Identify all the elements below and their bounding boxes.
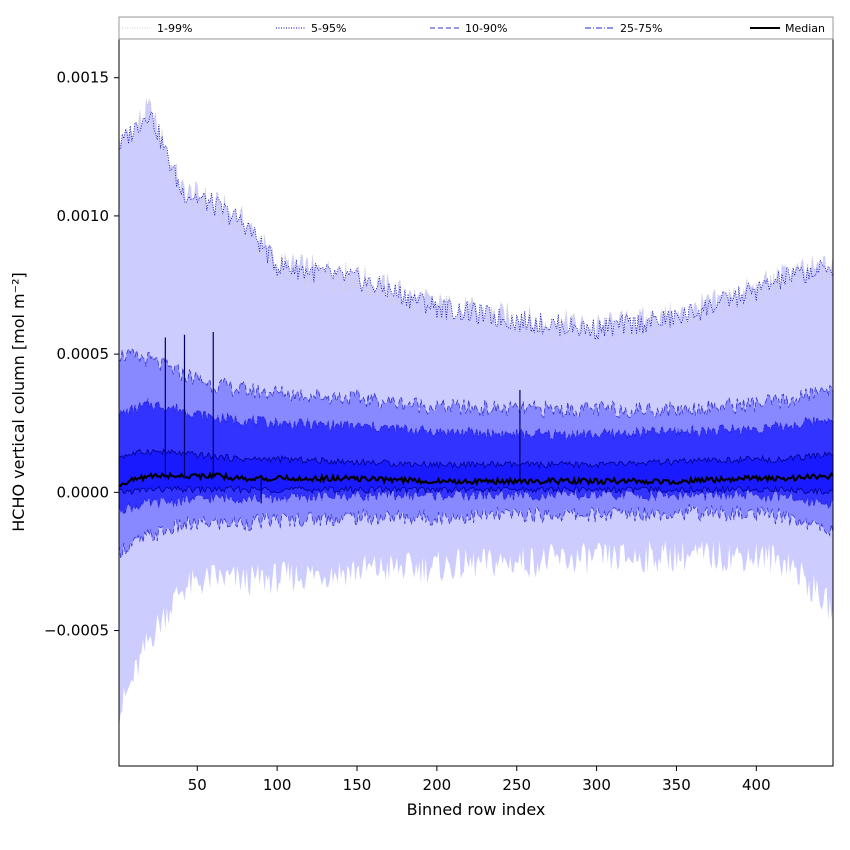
upper-line-3 — [118, 397, 834, 441]
median-line — [118, 471, 834, 488]
legend-label: 5-95% — [311, 22, 346, 35]
y-tick-label: 0.0000 — [57, 483, 110, 501]
x-tick-label: 50 — [188, 776, 207, 794]
x-tick-label: 300 — [582, 776, 611, 794]
x-tick-label: 250 — [502, 776, 531, 794]
upper-line-4 — [118, 448, 834, 470]
y-tick-label: −0.0005 — [44, 622, 109, 640]
x-tick-label: 350 — [662, 776, 691, 794]
upper-line-1 — [118, 111, 834, 341]
x-axis-label: Binned row index — [407, 800, 546, 819]
x-tick-label: 150 — [343, 776, 372, 794]
percentile-lines — [118, 97, 834, 558]
legend-items: 1-99% 5-95% 10-90% 25-75% Median — [122, 22, 825, 35]
y-axis-label: HCHO vertical column [mol m⁻²] — [9, 272, 28, 531]
legend-label: Median — [785, 22, 825, 35]
legend-label: 25-75% — [620, 22, 662, 35]
legend-label: 10-90% — [465, 22, 507, 35]
x-tick-label: 200 — [423, 776, 452, 794]
legend-label: 1-99% — [157, 22, 192, 35]
lower-line-4 — [118, 484, 834, 496]
percentile-bands — [119, 98, 833, 728]
legend: 1-99% 5-95% 10-90% 25-75% Median — [118, 16, 834, 40]
x-axis: 50 100 150 200 250 300 350 400 — [188, 766, 771, 794]
y-axis: −0.0005 0.0000 0.0005 0.0010 0.0015 — [44, 69, 119, 640]
y-tick-label: 0.0005 — [57, 345, 110, 363]
upper-line-0 — [118, 97, 834, 342]
x-tick-label: 100 — [263, 776, 292, 794]
x-tick-label: 400 — [742, 776, 771, 794]
y-tick-label: 0.0015 — [57, 69, 110, 87]
plot-area — [118, 38, 834, 767]
legend-frame — [118, 16, 834, 40]
lower-line-3 — [118, 488, 834, 514]
y-tick-label: 0.0010 — [57, 207, 110, 225]
upper-line-2 — [118, 347, 834, 419]
